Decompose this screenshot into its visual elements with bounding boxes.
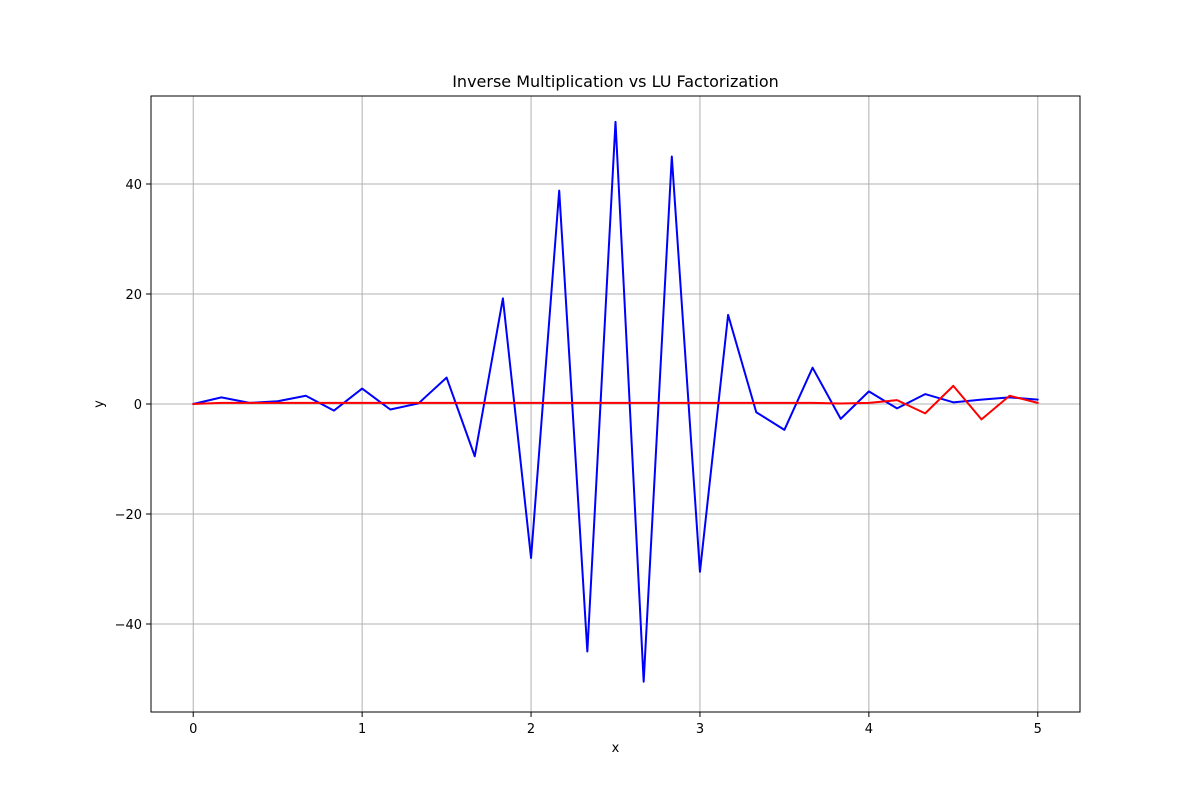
series-line-blue xyxy=(192,120,1039,683)
y-axis-label: y xyxy=(92,400,107,408)
series-layer xyxy=(192,120,1039,683)
y-tick-label: 0 xyxy=(134,398,142,413)
x-axis-label: x xyxy=(612,741,620,756)
x-tick-label: 2 xyxy=(527,722,535,737)
chart-title: Inverse Multiplication vs LU Factorizati… xyxy=(452,72,779,91)
grid xyxy=(151,96,1080,712)
ticks: 0 1 2 3 4 5 −40 −20 0 20 40 xyxy=(115,178,1042,737)
x-tick-label: 4 xyxy=(865,722,873,737)
series-line-red xyxy=(192,384,1039,421)
y-tick-label: −20 xyxy=(115,508,142,523)
y-tick-label: 40 xyxy=(125,178,142,193)
y-tick-label: −40 xyxy=(115,618,142,633)
y-tick-label: 20 xyxy=(125,288,142,303)
x-tick-label: 5 xyxy=(1034,722,1042,737)
x-tick-label: 3 xyxy=(696,722,704,737)
x-tick-label: 0 xyxy=(189,722,197,737)
x-tick-label: 1 xyxy=(358,722,366,737)
